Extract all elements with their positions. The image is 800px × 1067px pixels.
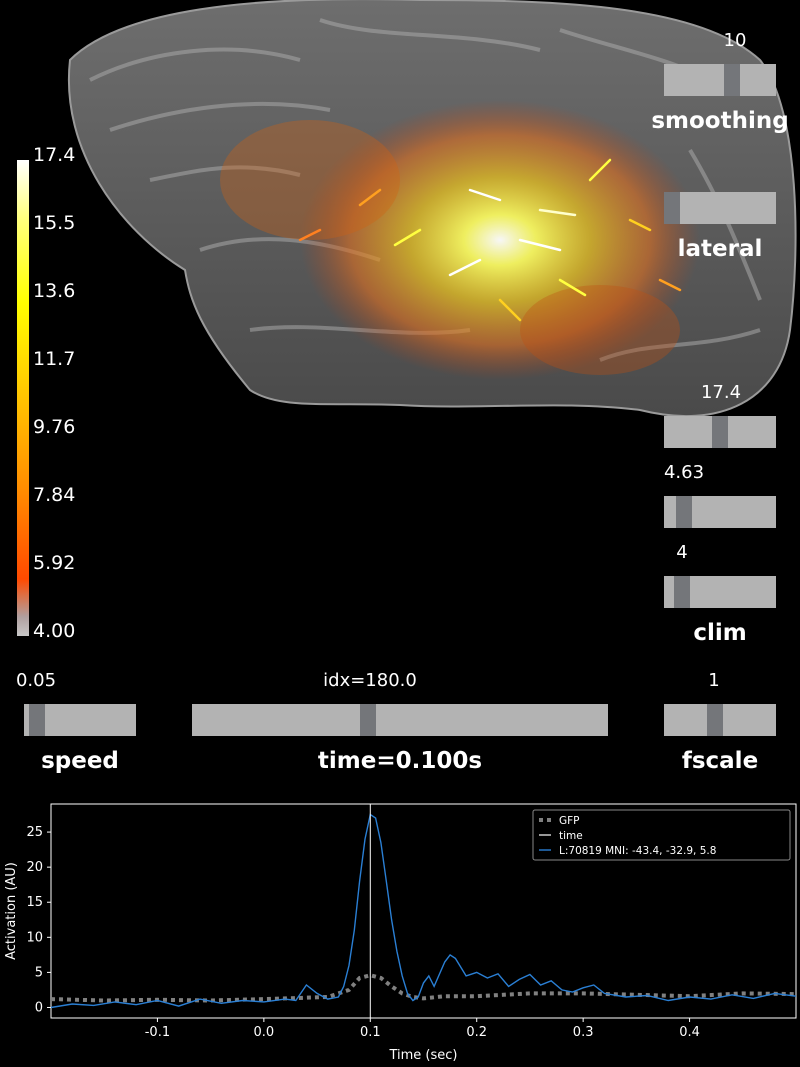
legend-label: GFP [559,815,580,827]
y-tick-label: 0 [35,1000,43,1015]
clim-title: clim [693,620,747,646]
plot-frame [50,803,797,1019]
colorbar-tick: 13.6 [33,280,76,302]
clim-min-slider[interactable] [664,576,776,608]
smoothing-slider-handle[interactable] [724,64,740,96]
y-tick-label: 10 [26,930,43,945]
colorbar-tick: 5.92 [33,552,76,574]
smoothing-title: smoothing [651,108,789,134]
y-tick-label: 20 [26,860,43,875]
clim-max-slider-handle[interactable] [712,416,728,448]
colorbar-tick: 15.5 [33,212,76,234]
clim-mid-slider[interactable] [664,496,776,528]
clim-max-value: 17.4 [700,382,742,403]
orientation-slider[interactable] [664,192,776,224]
y-tick-label: 15 [26,895,43,910]
y-axis-label: Activation (AU) [4,862,19,960]
colorbar-tick: 9.76 [33,416,76,438]
brain-surface-render[interactable] [0,0,800,450]
time-slider[interactable] [192,704,608,736]
clim-mid-value: 4.63 [663,462,705,483]
speed-value: 0.05 [15,670,57,691]
legend-label: time [559,830,583,842]
colorbar [17,160,29,636]
speed-slider[interactable] [24,704,136,736]
orientation-slider-handle[interactable] [664,192,680,224]
time-slider-handle[interactable] [360,704,376,736]
speed-slider-handle[interactable] [29,704,45,736]
colorbar-tick: 7.84 [33,484,76,506]
x-tick-label: 0.1 [360,1025,381,1040]
time-index-value: idx=180.0 [323,670,417,691]
colorbar-tick: 4.00 [33,620,76,642]
y-tick-label: 25 [26,825,43,840]
smoothing-value: 10 [723,30,747,51]
gfp-series-line [50,973,797,1003]
colorbar-tick: 17.4 [33,144,76,166]
x-tick-label: 0.4 [679,1025,700,1040]
legend-box [532,809,791,861]
x-tick-label: 0.3 [573,1025,594,1040]
smoothing-slider[interactable] [664,64,776,96]
x-tick-label: -0.1 [145,1025,170,1040]
clim-min-slider-handle[interactable] [674,576,690,608]
colorbar-tick: 11.7 [33,348,76,370]
fscale-slider[interactable] [664,704,776,736]
fscale-slider-handle[interactable] [707,704,723,736]
orientation-title: lateral [677,236,763,262]
clim-max-slider[interactable] [664,416,776,448]
clim-mid-slider-handle[interactable] [676,496,692,528]
legend-label: L:70819 MNI: -43.4, -32.9, 5.8 [559,845,716,857]
time-course-plot[interactable]: -0.1 0.0 0.1 0.2 0.3 0.4 0 5 10 15 20 25 Time (sec) A… [0,790,800,1067]
fscale-value: 1 [708,670,720,691]
fscale-title: fscale [681,748,759,774]
x-tick-label: 0.2 [466,1025,487,1040]
y-tick-label: 5 [35,965,43,980]
time-title: time=0.100s [317,748,483,774]
clim-min-value: 4 [676,542,688,563]
x-tick-label: 0.0 [254,1025,275,1040]
activation-series-line [50,813,797,1009]
x-axis-label: Time (sec) [388,1048,457,1063]
speed-title: speed [41,748,119,774]
